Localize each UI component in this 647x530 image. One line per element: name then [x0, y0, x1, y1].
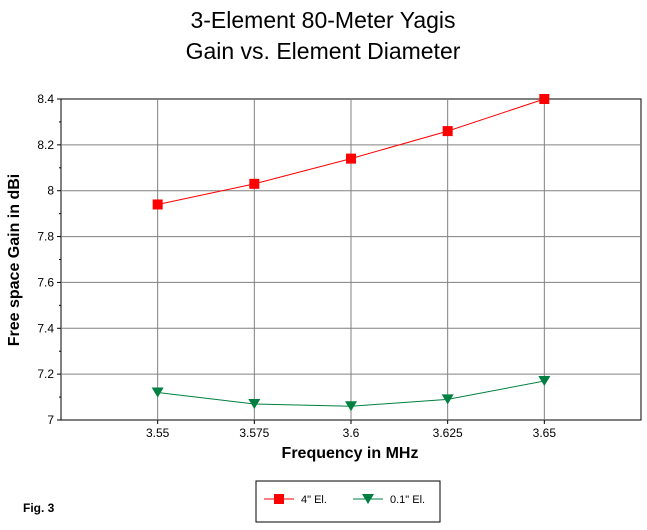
- legend-2-label: 0.1" El.: [390, 494, 425, 506]
- legend-1-swatch-marker: [274, 494, 284, 504]
- x-tick-label: 3.6: [343, 426, 360, 440]
- y-tick-label: 7.6: [37, 275, 54, 289]
- grid: [61, 99, 641, 420]
- series-group: [151, 94, 551, 412]
- figure-label: Fig. 3: [23, 501, 55, 515]
- legend-items: 4" El. 0.1" El.: [264, 494, 425, 506]
- series-2-point: [441, 394, 454, 405]
- x-axis-title: Frequency in MHz: [282, 445, 419, 462]
- y-axis-ticks: 7 7.2 7.4 7.6 7.8 8 8.2 8.4: [37, 92, 61, 427]
- x-tick-label: 3.55: [146, 426, 170, 440]
- y-tick-label: 7.8: [37, 230, 54, 244]
- x-axis-ticks: 3.55 3.575 3.6 3.625 3.65: [146, 420, 556, 440]
- y-tick-label: 7.4: [37, 321, 54, 335]
- x-tick-label: 3.65: [533, 426, 557, 440]
- series-2-point: [538, 376, 551, 387]
- series-1-point: [249, 178, 260, 189]
- chart-title-line-1: 3-Element 80-Meter Yagis: [190, 7, 455, 33]
- y-tick-label: 7: [47, 413, 54, 427]
- legend-2-swatch-marker: [362, 494, 374, 504]
- series-2-point: [151, 387, 164, 398]
- chart-title-line-2: Gain vs. Element Diameter: [186, 38, 461, 64]
- x-tick-label: 3.575: [239, 426, 269, 440]
- series-1-point: [539, 94, 550, 104]
- series-1-point: [442, 126, 453, 137]
- series-1-point: [346, 153, 356, 164]
- x-tick-label: 3.625: [433, 426, 463, 440]
- y-tick-label: 8.2: [37, 138, 54, 152]
- y-axis-title: Free space Gain in dBi: [6, 174, 23, 347]
- series-2-point: [248, 398, 261, 409]
- y-tick-label: 8.4: [37, 92, 54, 106]
- series-2-point: [345, 401, 357, 412]
- y-tick-label: 7.2: [37, 367, 54, 381]
- series-1-point: [152, 199, 163, 210]
- y-tick-label: 8: [47, 184, 54, 198]
- legend: [255, 480, 441, 523]
- legend-1-label: 4" El.: [301, 494, 327, 506]
